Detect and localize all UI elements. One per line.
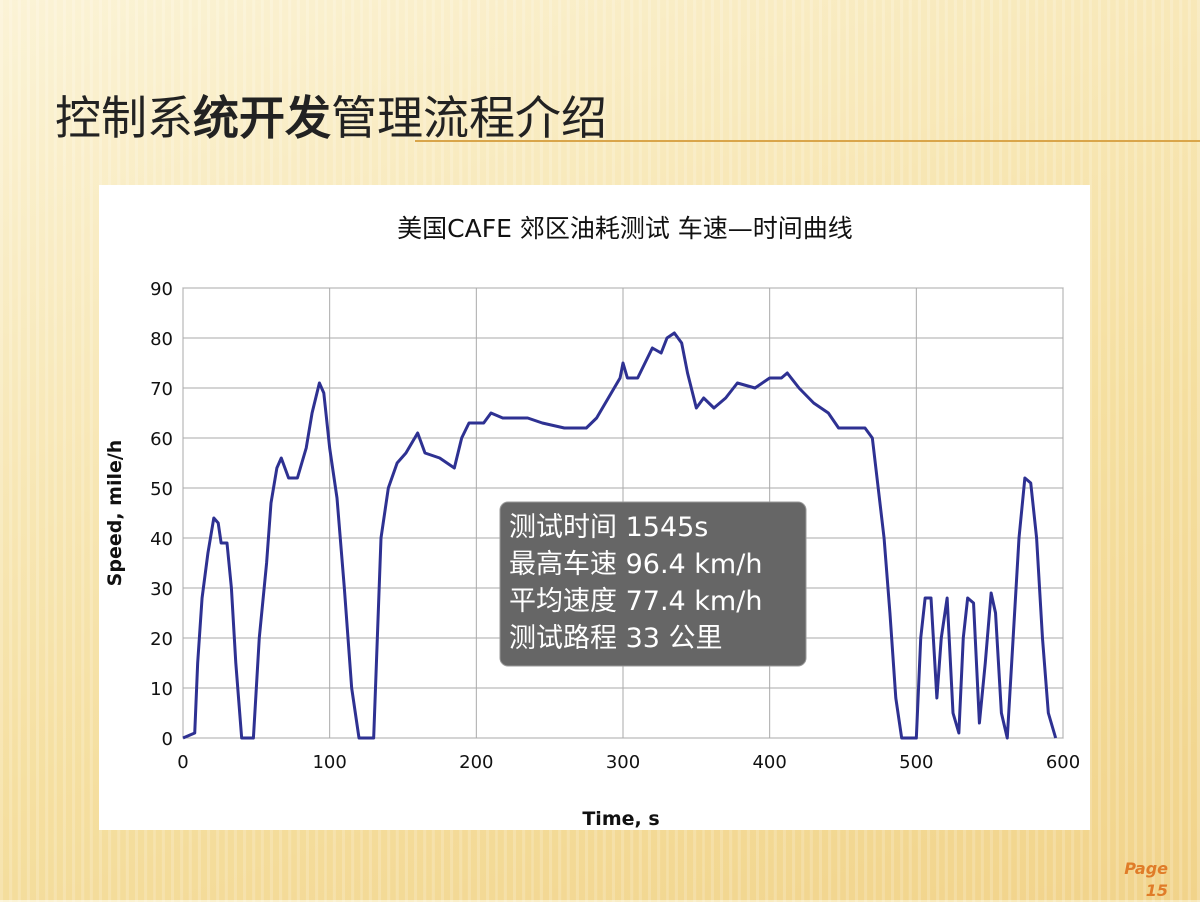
slide-title: 控制系统开发管理流程介绍: [55, 82, 607, 148]
annotation-line: 最高车速 96.4 km/h: [509, 549, 762, 580]
footer: Page 15: [1124, 858, 1168, 902]
y-tick-label: 10: [150, 679, 173, 700]
x-tick-label: 300: [606, 752, 640, 773]
chart: 美国CAFE 郊区油耗测试 车速—时间曲线 Time, s Speed, mil…: [99, 185, 1090, 830]
x-tick-label: 400: [752, 752, 786, 773]
x-tick-label: 500: [899, 752, 933, 773]
y-tick-label: 50: [150, 479, 173, 500]
y-tick-label: 70: [150, 379, 173, 400]
chart-title: 美国CAFE 郊区油耗测试 车速—时间曲线: [397, 214, 853, 243]
y-axis-label: Speed, mile/h: [104, 440, 126, 587]
y-tick-label: 20: [150, 629, 173, 650]
x-tick-label: 0: [177, 752, 188, 773]
annotation-line: 平均速度 77.4 km/h: [509, 586, 762, 617]
y-tick-label: 80: [150, 329, 173, 350]
x-axis-label: Time, s: [582, 808, 659, 830]
title-part: 控制系: [55, 91, 193, 145]
annotation-box: [499, 501, 807, 667]
annotation-line: 测试路程 33 公里: [509, 623, 723, 654]
x-tick-label: 600: [1046, 752, 1080, 773]
title-part: 管理流程介绍: [331, 91, 607, 145]
annotation-line: 测试时间 1545s: [509, 512, 708, 543]
x-tick-label: 200: [459, 752, 493, 773]
y-tick-label: 60: [150, 429, 173, 450]
title-part: 统开发: [193, 91, 331, 145]
page-label: Page: [1124, 859, 1168, 878]
y-tick-label: 90: [150, 279, 173, 300]
y-tick-label: 30: [150, 579, 173, 600]
page-number: 15: [1145, 881, 1168, 900]
x-tick-label: 100: [312, 752, 346, 773]
title-rule: [415, 140, 1200, 142]
y-tick-label: 0: [162, 729, 173, 750]
data-line: [182, 331, 1058, 740]
y-tick-label: 40: [150, 529, 173, 550]
